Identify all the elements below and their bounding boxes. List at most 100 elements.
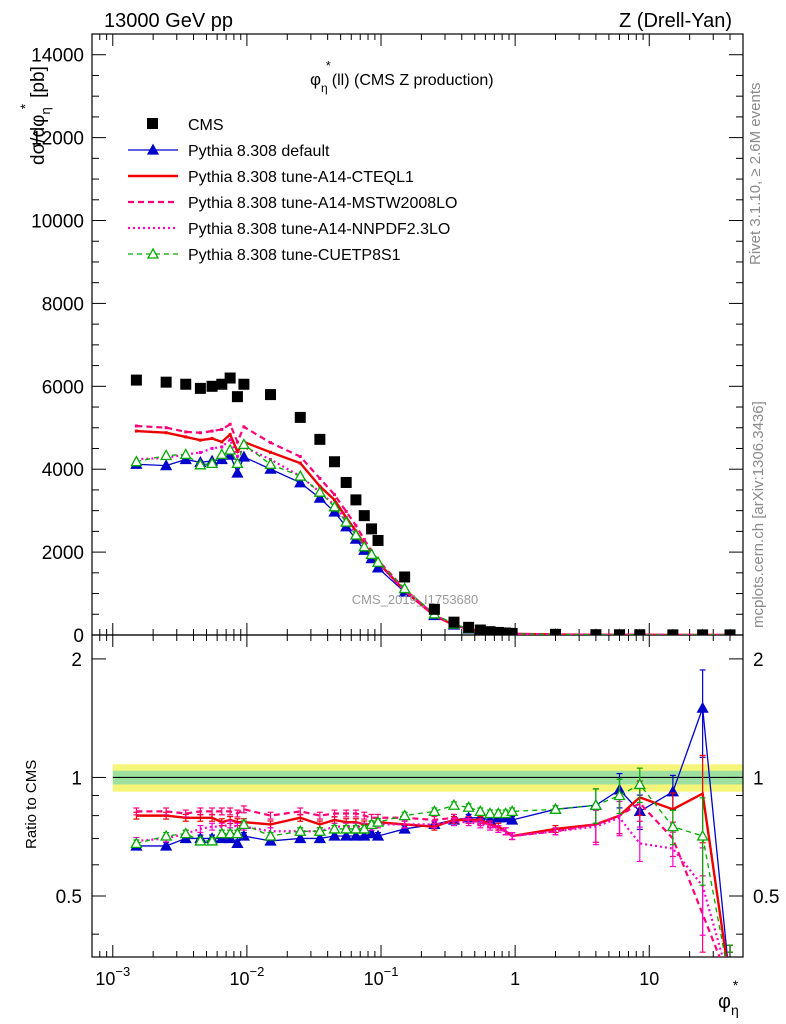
legend-label-cuetp8s1: Pythia 8.308 tune-CUETP8S1 [188,247,401,264]
series-point-top-a14cteql1 [333,498,337,502]
series-point-ratio-cuetp8s1 [179,827,192,839]
series-point-ratio-cuetp8s1 [194,834,207,846]
x-tick-label-exponent: −2 [249,964,264,979]
legend-label-a14mstw: Pythia 8.308 tune-A14-MSTW2008LO [188,195,457,212]
series-point-top-a14cteql1 [164,431,168,435]
series-point-ratio-cuetp8s1 [215,827,228,839]
cms-data-point [366,523,378,535]
mcplots-reference-label: mcplots.cern.ch [arXiv:1306.3436] [750,401,767,628]
plot-title-sup: * [326,58,331,73]
series-point-top-a14mstw [333,493,337,497]
x-tick-label: 10−2 [229,964,264,989]
x-tick-label: 10−3 [95,964,130,989]
x-tick-label-base: 10 [639,969,659,989]
series-point-top-cuetp8s1 [371,555,385,567]
series-point-top-default [231,466,244,478]
series-point-ratio-cuetp8s1 [549,802,562,814]
series-point-top-a14mstw [362,538,366,542]
series-point-ratio-cuetp8s1 [428,805,441,817]
cms-data-point [206,380,218,392]
y-tick-label-ratio-right: 2 [753,650,764,671]
series-point-ratio-cuetp8s1 [462,800,475,812]
series-point-top-default [160,459,173,471]
series-point-top-a14mstw [220,427,224,431]
cms-data-point [463,621,475,633]
series-point-ratio-cuetp8s1 [237,818,251,830]
series-point-ratio-default [328,829,341,841]
series-point-ratio-default [313,832,326,844]
y-axis-label-top-sub: η [38,107,53,114]
legend-entry-cms: CMS [147,117,224,134]
series-point-top-a14nnpdf [228,438,232,442]
x-tick-label-base: 10 [364,969,384,989]
cms-data-point [160,376,172,388]
x-tick-label: 1 [510,969,520,989]
cms-data-point [697,629,709,635]
series-point-ratio-default [371,829,385,841]
ratio-panel-frame [91,634,744,958]
y-tick-label-ratio: 1 [71,768,82,789]
series-point-ratio-cuetp8s1 [696,829,709,841]
series-point-ratio-cuetp8s1 [294,824,307,836]
cms-data-point [492,626,504,635]
series-point-top-cuetp8s1 [294,469,307,481]
header-beam-label: 13000 GeV pp [104,10,233,32]
series-point-ratio-cuetp8s1 [231,827,244,839]
ratio-panel-marks [130,669,734,957]
cms-data-point [350,494,362,506]
series-line-ratio-a14mstw [136,801,721,957]
series-point-top-a14mstw [134,424,138,428]
series-point-top-a14mstw [298,455,302,459]
plot-title-rest: (ll) (CMS Z production) [332,72,494,89]
plot-title-symbol: φ [310,70,321,89]
cms-data-point [667,629,679,635]
x-tick-label-base: 10 [229,969,249,989]
series-point-top-a14mstw [164,426,168,430]
cms-data-point [500,627,512,635]
cms-data-point [724,629,736,635]
x-tick-label-base: 10 [95,969,115,989]
series-point-ratio-cuetp8s1 [633,778,646,790]
series-point-top-cuetp8s1 [130,455,143,467]
series-point-top-default [328,505,341,517]
y-tick-label-top: 4000 [42,460,84,481]
series-point-top-a14nnpdf [220,445,224,449]
series-point-top-a14mstw [198,431,202,435]
series-point-top-a14cteql1 [210,437,214,441]
series-point-ratio-cuetp8s1 [589,798,602,810]
y-axis-label-top-unit: [pb] [28,66,49,98]
y-tick-label-ratio: 2 [71,650,82,671]
series-point-top-cuetp8s1 [349,528,363,540]
series-point-top-cuetp8s1 [365,548,378,560]
cms-data-point [194,382,206,394]
legend-marker-cms [147,118,158,129]
x-axis-label: φη * [718,977,739,1018]
legend-marker-cuetp8s1 [146,247,160,259]
series-point-ratio-cuetp8s1 [264,829,277,841]
series-point-top-a14mstw [269,441,273,445]
series-point-top-cuetp8s1 [215,448,228,460]
legend-label-a14cteql1: Pythia 8.308 tune-A14-CTEQL1 [188,169,414,186]
x-tick-label-exponent: −3 [115,964,130,979]
cms-data-point [231,391,243,403]
cms-data-point [614,629,626,635]
series-point-top-a14cteql1 [298,461,302,465]
cms-data-point [448,616,460,628]
y-tick-label-top: 2000 [42,543,84,564]
series-line-top-a14mstw [136,422,731,635]
cms-data-point [329,456,341,468]
series-point-ratio-cuetp8s1 [666,820,679,832]
series-point-ratio-cuetp8s1 [349,822,363,834]
analysis-watermark: CMS_2019_I1753680 [352,592,479,607]
series-point-ratio-cuetp8s1 [160,829,173,841]
cms-data-point [484,626,496,635]
series-point-ratio-cuetp8s1 [613,789,626,801]
series-point-ratio-default [398,822,411,834]
series-point-top-a14cteql1 [198,438,202,442]
series-point-ratio-default [696,701,709,713]
series-point-ratio-cuetp8s1 [313,824,326,836]
cms-data-point [428,603,440,615]
cms-data-point [474,624,486,635]
cms-data-point [399,571,411,583]
